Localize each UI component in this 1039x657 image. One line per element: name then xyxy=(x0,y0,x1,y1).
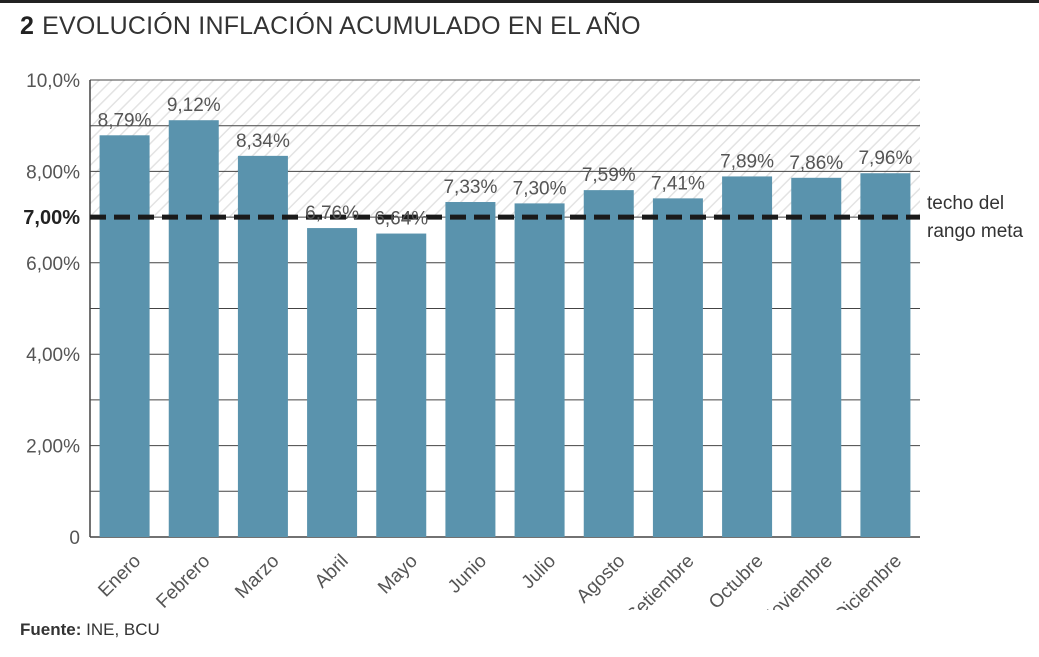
source-label: Fuente: xyxy=(20,620,82,639)
source-text: INE, BCU xyxy=(81,620,160,639)
bar-chart: 7,00% techo del rango meta 8,79% Enero 9,12%… xyxy=(23,71,1024,610)
bar-octubre xyxy=(722,176,773,537)
bar-setiembre xyxy=(652,198,703,537)
x-tick-label: Junio xyxy=(444,551,491,598)
bar-abril xyxy=(307,228,358,537)
x-tick-label: Setiembre xyxy=(622,551,698,610)
x-tick-label: Julio xyxy=(518,551,560,593)
chart-title: 2 EVOLUCIÓN INFLACIÓN ACUMULADO EN EL AÑO xyxy=(20,12,641,41)
x-tick-label: Octubre xyxy=(705,551,768,610)
x-tick-label: Mayo xyxy=(374,551,422,599)
bar-noviembre xyxy=(791,177,842,537)
value-label: 6,76% xyxy=(305,203,359,224)
x-tick-label: Abril xyxy=(311,551,353,593)
chart-number: 2 xyxy=(20,12,35,40)
y-tick-label: 0 xyxy=(69,528,80,549)
value-label: 7,41% xyxy=(651,173,705,194)
value-label: 7,59% xyxy=(582,165,636,186)
x-tick-label: Diciembre xyxy=(831,551,906,610)
hatched-band xyxy=(90,80,920,218)
top-rule xyxy=(0,0,1039,3)
bar-julio xyxy=(514,203,565,537)
x-tick-label: Agosto xyxy=(573,551,630,608)
bar-mayo xyxy=(376,233,427,537)
y-tick-label: 8,00% xyxy=(26,162,80,183)
y-tick-label: 6,00% xyxy=(26,254,80,275)
chart-title-text: EVOLUCIÓN INFLACIÓN ACUMULADO EN EL AÑO xyxy=(42,12,641,40)
x-tick-label: Marzo xyxy=(231,551,283,603)
value-label: 7,33% xyxy=(443,177,497,198)
bar-agosto xyxy=(583,190,634,537)
value-label: 8,34% xyxy=(236,131,290,152)
bar-junio xyxy=(445,202,496,538)
y-tick-label: 4,00% xyxy=(26,345,80,366)
reference-tick-label: 7,00% xyxy=(23,207,80,229)
bar-diciembre xyxy=(860,173,911,537)
value-label: 6,64% xyxy=(374,209,428,230)
bar-marzo xyxy=(237,155,288,537)
x-tick-label: Febrero xyxy=(152,551,214,610)
y-tick-label: 10,0% xyxy=(26,71,80,92)
reference-label: techo del xyxy=(927,193,1004,214)
x-tick-label: Noviembre xyxy=(757,551,837,610)
bar-enero xyxy=(99,135,150,537)
x-tick-label: Enero xyxy=(94,551,145,602)
bar-febrero xyxy=(168,120,219,537)
value-label: 7,96% xyxy=(858,148,912,169)
value-label: 8,79% xyxy=(98,110,152,131)
source-note: Fuente: INE, BCU xyxy=(20,620,160,640)
value-label: 7,86% xyxy=(789,153,843,174)
reference-label: rango meta xyxy=(927,221,1024,242)
value-label: 7,30% xyxy=(513,178,567,199)
value-label: 7,89% xyxy=(720,151,774,172)
y-tick-label: 2,00% xyxy=(26,437,80,458)
value-label: 9,12% xyxy=(167,95,221,116)
